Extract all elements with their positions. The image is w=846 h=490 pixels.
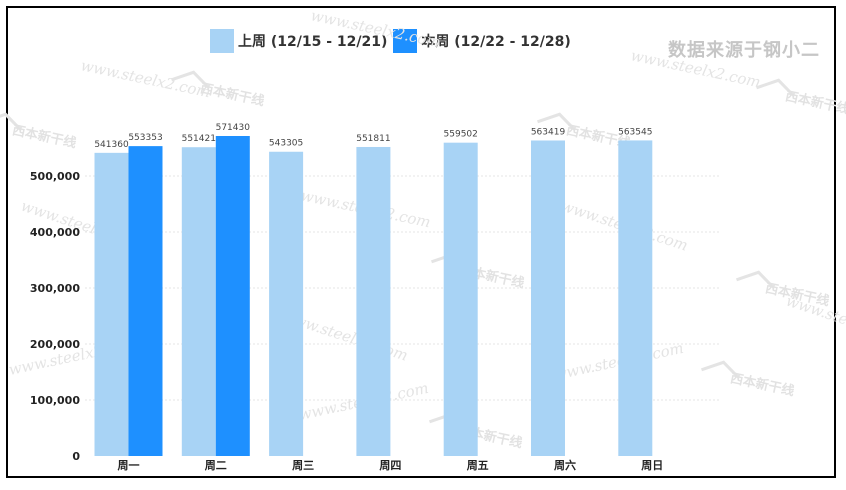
data-label: 563545 (618, 127, 652, 137)
watermark-logo-text: 西本新干线 (784, 88, 846, 117)
y-tick-label: 500,000 (30, 170, 80, 183)
legend-label-this-week: 本周 (12/22 - 12/28) (421, 34, 571, 50)
data-label: 559502 (444, 130, 478, 140)
legend-swatch-last-week (210, 29, 234, 53)
x-tick-label: 周日 (641, 459, 663, 472)
watermark-logo-5: 西本新干线 (735, 270, 831, 309)
data-label: 551811 (356, 134, 390, 144)
bar-this-week-1 (215, 135, 250, 456)
y-tick-label: 200,000 (30, 338, 80, 351)
watermark-logo-mark (0, 112, 22, 131)
x-tick-label: 周三 (292, 459, 314, 472)
watermark-logo-mark (170, 70, 210, 89)
x-tick-label: 周一 (118, 459, 140, 472)
watermark-logo-mark (700, 360, 740, 379)
bar-last-week-5 (531, 140, 565, 457)
x-tick-label: 周五 (467, 459, 489, 472)
data-label: 541360 (94, 140, 129, 150)
legend-item-this-week[interactable]: 本周 (12/22 - 12/28) (393, 29, 571, 53)
bar-last-week-0 (94, 152, 129, 457)
y-tick-label: 400,000 (30, 226, 80, 239)
y-tick-label: 100,000 (30, 394, 80, 407)
x-tick-label: 周六 (554, 458, 576, 472)
y-tick-label: 300,000 (30, 282, 80, 295)
data-label: 571430 (216, 123, 251, 133)
legend-item-last-week[interactable]: 上周 (12/15 - 12/21) (210, 29, 387, 53)
bar-this-week-0 (128, 146, 163, 456)
watermark-text-0: www.steelx2.com (79, 56, 212, 101)
watermark-logo-text: 西本新干线 (729, 370, 796, 399)
watermark-logo-mark (735, 270, 775, 289)
watermark-logo-mark (536, 112, 576, 131)
watermark-text-1: www.steelx2.com (309, 6, 442, 51)
x-axis: 周一 周二 周三 周四 周五 周六 周日 (118, 458, 664, 472)
data-label: 563419 (531, 127, 566, 137)
bar-last-week-3 (356, 146, 391, 456)
bar-last-week-1 (181, 147, 216, 457)
watermark-logo-6: 西本新干线 (755, 78, 846, 117)
data-label: 543305 (269, 139, 303, 149)
watermark-logo-mark (755, 78, 795, 97)
x-tick-label: 周四 (379, 459, 401, 472)
data-label: 551421 (182, 134, 216, 144)
watermark-logo-7: 西本新干线 (700, 360, 796, 399)
watermark-logo-text: 西本新干线 (199, 80, 266, 109)
data-label: 553353 (128, 133, 162, 143)
data-source-note: 数据来源于钢小二 (668, 40, 820, 61)
legend: 上周 (12/15 - 12/21) 本周 (12/22 - 12/28) (210, 29, 577, 53)
bar-last-week-4 (443, 142, 478, 456)
watermark-text-10: www.steelx2.com (629, 46, 762, 91)
x-tick-label: 周二 (205, 459, 227, 472)
bar-last-week-6 (618, 140, 653, 456)
watermark-logo-1: 西本新干线 (0, 112, 78, 151)
legend-label-last-week: 上周 (12/15 - 12/21) (238, 34, 388, 50)
legend-swatch-this-week (393, 29, 418, 53)
y-tick-label: 0 (72, 450, 80, 463)
watermark-logo-text: 西本新干线 (11, 122, 78, 151)
bar-last-week-2 (269, 151, 304, 456)
y-axis: 0 100,000 200,000 300,000 400,000 500,000 (30, 170, 80, 463)
bars (94, 135, 653, 457)
